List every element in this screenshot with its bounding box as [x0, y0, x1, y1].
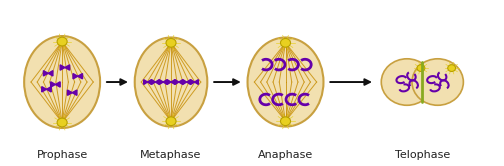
Ellipse shape [247, 38, 324, 126]
Polygon shape [68, 90, 72, 95]
Ellipse shape [24, 36, 100, 128]
Text: Anaphase: Anaphase [258, 150, 313, 160]
Polygon shape [191, 80, 195, 84]
Polygon shape [183, 80, 186, 84]
Circle shape [57, 118, 67, 127]
Polygon shape [46, 87, 51, 92]
Circle shape [166, 117, 176, 126]
Ellipse shape [382, 59, 432, 105]
Polygon shape [72, 90, 77, 95]
Ellipse shape [135, 38, 207, 126]
Polygon shape [148, 80, 152, 84]
Circle shape [281, 39, 290, 47]
Polygon shape [163, 80, 167, 84]
Text: Prophase: Prophase [36, 150, 88, 160]
Polygon shape [175, 80, 179, 84]
Polygon shape [186, 80, 191, 84]
Polygon shape [78, 74, 83, 79]
Polygon shape [152, 80, 155, 84]
Polygon shape [171, 80, 175, 84]
Polygon shape [144, 80, 148, 84]
Polygon shape [42, 87, 46, 92]
Ellipse shape [412, 59, 463, 105]
Circle shape [417, 65, 425, 72]
Polygon shape [167, 80, 171, 84]
Circle shape [281, 117, 290, 126]
Polygon shape [43, 71, 48, 76]
Polygon shape [65, 65, 70, 70]
Polygon shape [60, 65, 65, 70]
Polygon shape [73, 74, 78, 79]
Circle shape [57, 37, 67, 46]
Polygon shape [48, 71, 53, 76]
Polygon shape [159, 80, 163, 84]
Polygon shape [51, 82, 55, 87]
Circle shape [166, 39, 176, 47]
Polygon shape [195, 80, 199, 84]
Polygon shape [179, 80, 183, 84]
Polygon shape [55, 82, 60, 87]
Circle shape [448, 65, 456, 72]
Text: Metaphase: Metaphase [140, 150, 202, 160]
Text: Telophase: Telophase [395, 150, 450, 160]
Polygon shape [155, 80, 159, 84]
